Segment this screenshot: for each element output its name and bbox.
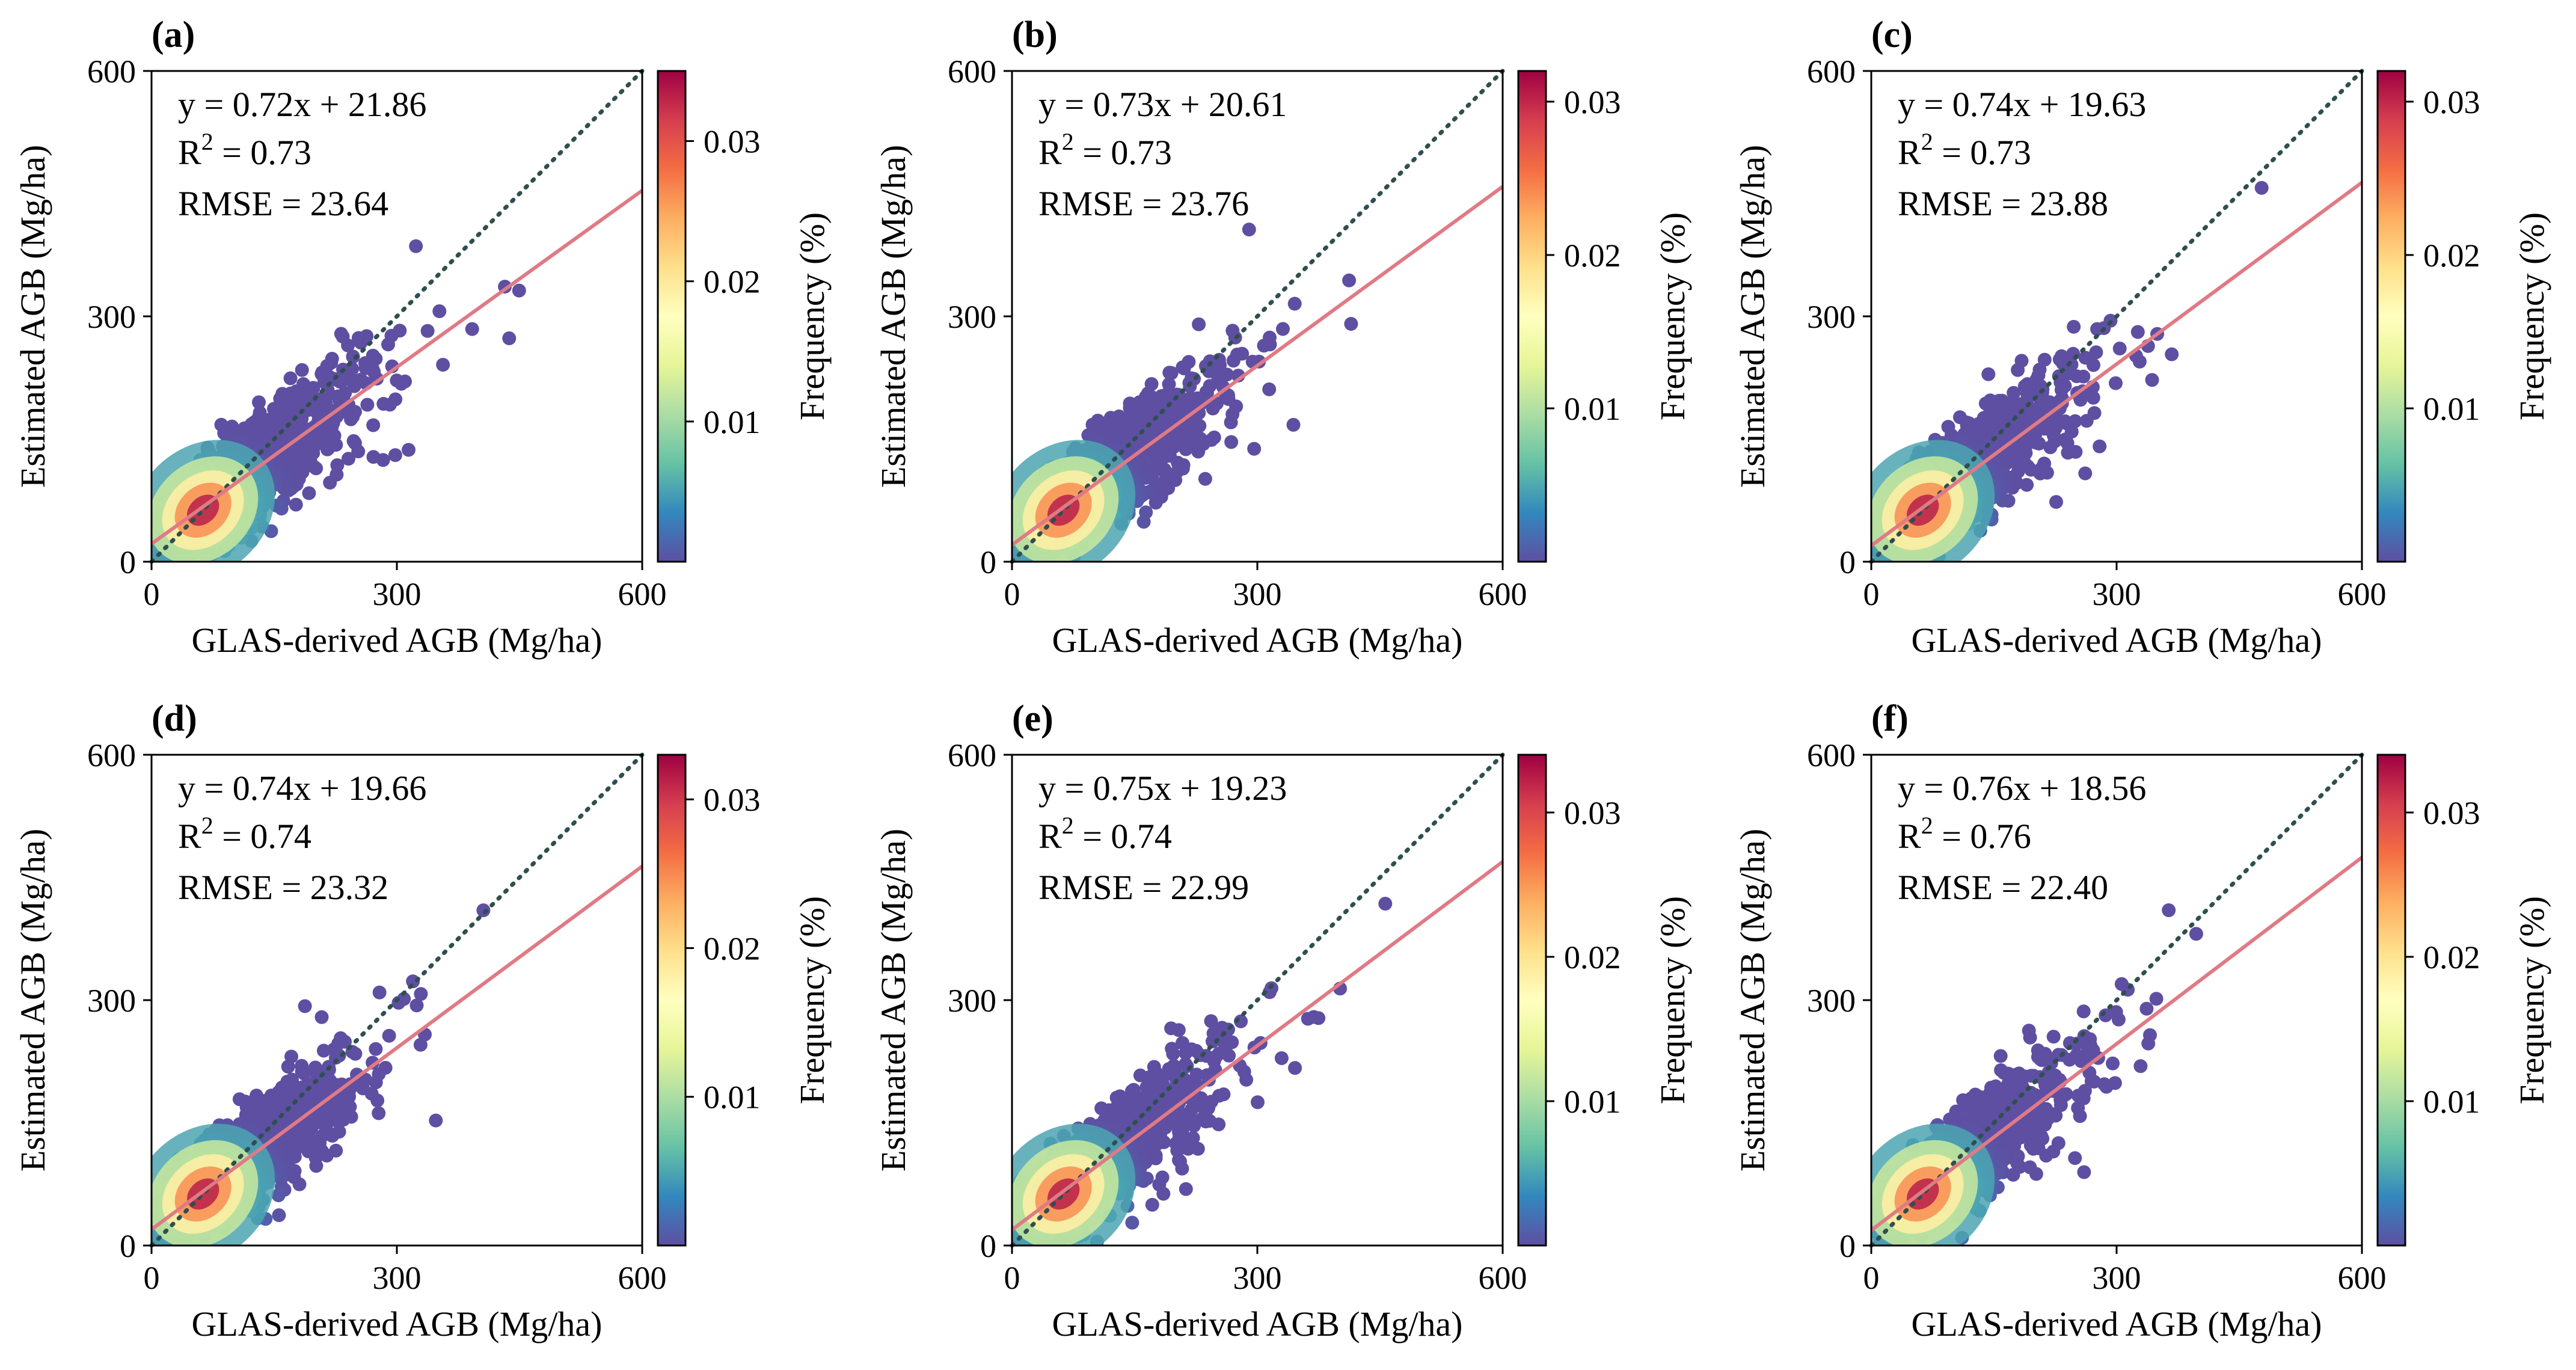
scatter-point <box>346 349 360 364</box>
scatter-point <box>1162 366 1177 380</box>
colorbar-label: Frequency (%) <box>793 212 832 420</box>
r-squared-value: = 0.73 <box>213 133 311 172</box>
scatter-point <box>1198 472 1212 486</box>
scatter-point <box>381 337 395 352</box>
scatter-point <box>1177 361 1191 376</box>
scatter-point <box>409 239 423 253</box>
scatter-point <box>1344 317 1358 331</box>
scatter-point <box>252 395 266 410</box>
y-tick-label: 600 <box>87 54 136 90</box>
scatter-point <box>388 448 402 462</box>
scatter-point <box>295 363 309 377</box>
scatter-point <box>1206 401 1220 416</box>
scatter-point <box>366 450 381 464</box>
scatter-point <box>360 398 375 412</box>
scatter-point <box>465 322 479 336</box>
r-squared-symbol: R <box>178 133 201 172</box>
scatter-point <box>1276 322 1290 336</box>
colorbar <box>657 70 687 563</box>
scatter-points <box>152 239 526 562</box>
x-tick-label: 0 <box>144 576 160 612</box>
x-tick-label: 600 <box>618 576 667 612</box>
chart-panel: 0 300 600 0 300 600 GLAS-derived AGB (Mg/ha) Es… <box>13 14 832 660</box>
r-squared-exponent: 2 <box>201 128 213 155</box>
scatter-point <box>1136 515 1151 529</box>
colorbar-tick-label: 0.03 <box>704 124 761 160</box>
r-squared: R2 = 0.73 <box>178 128 311 172</box>
scatter-point <box>302 486 316 500</box>
scatter-point <box>342 452 355 466</box>
scatter-point <box>376 397 391 411</box>
scatter-point <box>366 418 381 432</box>
scatter-points <box>1012 223 1358 562</box>
y-tick-label: 300 <box>87 299 136 335</box>
colorbar-tick-label: 0.02 <box>704 264 761 300</box>
scatter-point <box>1192 317 1206 331</box>
scatter-point <box>512 283 526 298</box>
scatter-point <box>1221 392 1236 406</box>
scatter-point <box>502 331 517 345</box>
scatter-point <box>1202 364 1216 378</box>
panel-label: (a) <box>152 14 195 55</box>
scatter-point <box>320 442 334 456</box>
scatter-point <box>323 476 337 490</box>
y-tick-label: 0 <box>120 544 136 580</box>
scatter-point <box>351 444 366 459</box>
scatter-point <box>402 443 416 457</box>
scatter-point <box>346 434 361 448</box>
scatter-point <box>1286 417 1301 432</box>
regression-line <box>150 189 643 545</box>
identity-line <box>149 69 645 564</box>
scatter-point <box>1247 441 1262 456</box>
scatter-point <box>390 373 404 388</box>
scatter-point <box>354 336 368 350</box>
scatter-point <box>1224 415 1238 429</box>
y-axis-label: Estimated AGB (Mg/ha) <box>13 145 52 488</box>
scatter-point <box>420 324 435 338</box>
scatter-point <box>1242 223 1256 237</box>
x-tick-label: 300 <box>373 576 422 612</box>
scatter-point <box>289 497 303 512</box>
x-axis-label: GLAS-derived AGB (Mg/ha) <box>191 621 602 660</box>
scatter-point <box>1191 444 1206 459</box>
scatter-point <box>436 358 450 372</box>
colorbar-tick-label: 0.01 <box>704 404 761 440</box>
rmse-text: RMSE = 23.64 <box>178 184 388 223</box>
scatter-point <box>1257 339 1271 353</box>
scatter-point <box>358 361 373 375</box>
fit-equation: y = 0.72x + 21.86 <box>178 85 426 124</box>
scatter-point <box>1224 435 1239 449</box>
scatter-point <box>1342 273 1357 287</box>
scatter-point <box>1226 354 1240 368</box>
scatter-point <box>1262 382 1277 396</box>
scatter-point <box>432 304 447 318</box>
scatter-point <box>1085 417 1100 432</box>
scatter-point <box>341 338 355 352</box>
scatter-point <box>1287 296 1302 311</box>
scatter-point <box>283 371 298 386</box>
